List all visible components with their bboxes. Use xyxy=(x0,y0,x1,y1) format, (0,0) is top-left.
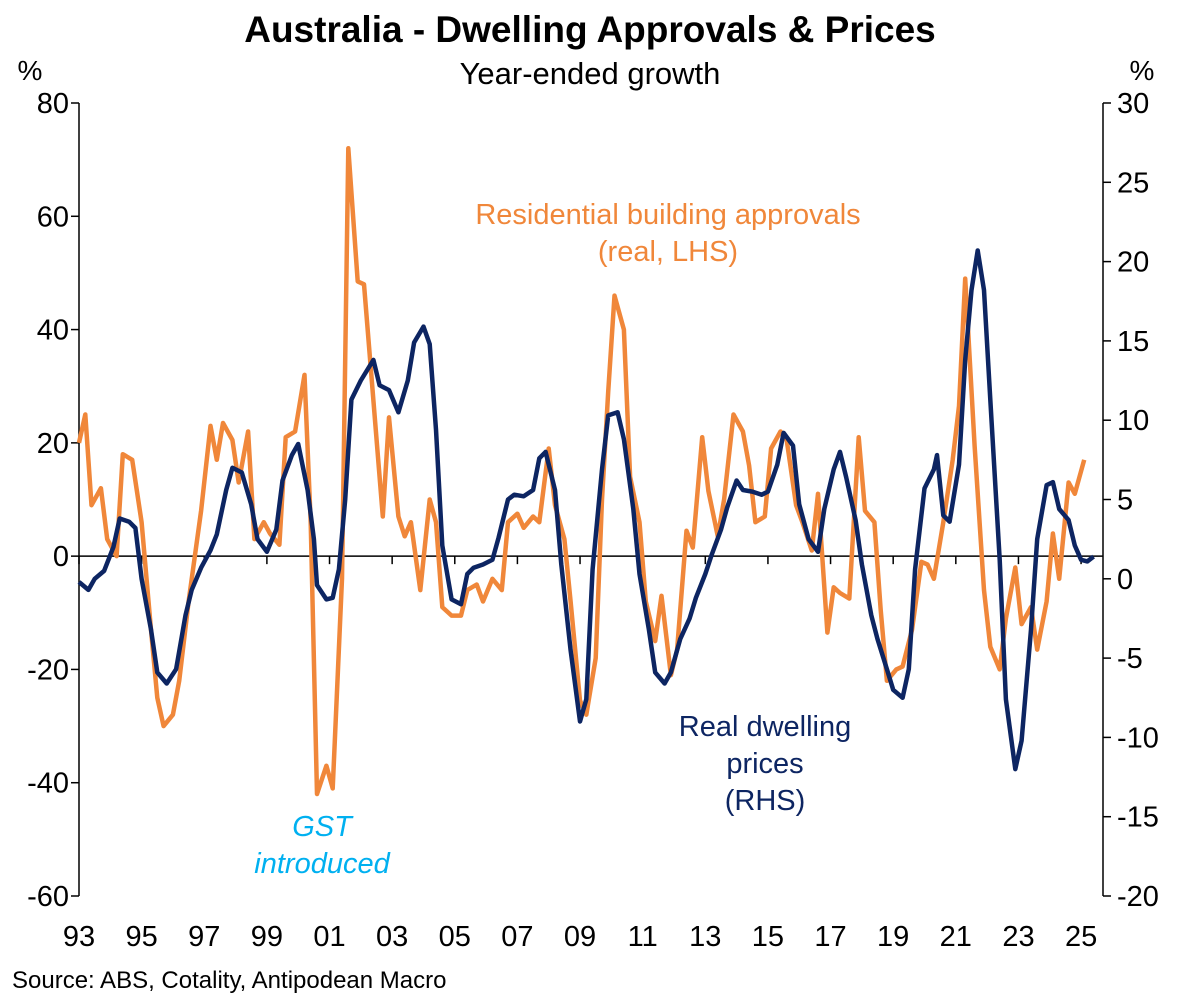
y2-tick-label: -15 xyxy=(1117,802,1159,834)
annotation: GST xyxy=(292,811,354,843)
x-tick-label: 95 xyxy=(125,921,157,953)
x-tick-label: 97 xyxy=(188,921,220,953)
series-label: prices xyxy=(726,748,803,780)
x-tick-label: 09 xyxy=(564,921,596,953)
y-tick-label: 60 xyxy=(37,201,69,233)
x-tick-label: 25 xyxy=(1065,921,1097,953)
x-tick-label: 07 xyxy=(501,921,533,953)
y-tick-label: 40 xyxy=(37,315,69,347)
x-tick-label: 19 xyxy=(877,921,909,953)
chart-title: Australia - Dwelling Approvals & Prices xyxy=(244,9,936,50)
y-tick-label: 80 xyxy=(37,88,69,120)
source: Source: ABS, Cotality, Antipodean Macro xyxy=(12,967,446,994)
y2-tick-label: 20 xyxy=(1117,247,1149,279)
y-tick-label: -60 xyxy=(27,881,69,913)
chart-subtitle: Year-ended growth xyxy=(460,56,721,91)
y2-tick-label: 0 xyxy=(1117,564,1133,596)
y2-tick-label: 30 xyxy=(1117,88,1149,120)
x-tick-label: 13 xyxy=(689,921,721,953)
y-tick-label: -40 xyxy=(27,768,69,800)
x-tick-label: 23 xyxy=(1002,921,1034,953)
y2-tick-label: 10 xyxy=(1117,405,1149,437)
y-tick-label: 20 xyxy=(37,428,69,460)
y2-tick-label: -10 xyxy=(1117,722,1159,754)
x-tick-label: 05 xyxy=(439,921,471,953)
series-line xyxy=(77,248,1095,772)
y-tick-label: 0 xyxy=(53,541,69,573)
series-line xyxy=(76,146,1087,797)
x-tick-label: 03 xyxy=(376,921,408,953)
y2-tick-label: 25 xyxy=(1117,167,1149,199)
series-label: (real, LHS) xyxy=(598,236,738,268)
y2-tick-label: -20 xyxy=(1117,881,1159,913)
y2-tick-label: 5 xyxy=(1117,485,1133,517)
y2-unit: % xyxy=(1130,55,1155,86)
x-tick-label: 93 xyxy=(63,921,95,953)
y2-tick-label: 15 xyxy=(1117,326,1149,358)
y-unit: % xyxy=(18,55,43,86)
annotation: introduced xyxy=(254,848,390,880)
series-label: Residential building approvals xyxy=(475,199,860,231)
x-tick-label: 17 xyxy=(814,921,846,953)
x-tick-label: 11 xyxy=(628,921,658,953)
x-tick-label: 01 xyxy=(313,921,345,953)
x-tick-label: 15 xyxy=(752,921,784,953)
y2-tick-label: -5 xyxy=(1117,643,1143,675)
x-tick-label: 21 xyxy=(940,921,972,953)
series-label: (RHS) xyxy=(725,785,806,817)
y-tick-label: -20 xyxy=(27,654,69,686)
series-label: Real dwelling xyxy=(679,711,852,743)
x-tick-label: 99 xyxy=(251,921,283,953)
